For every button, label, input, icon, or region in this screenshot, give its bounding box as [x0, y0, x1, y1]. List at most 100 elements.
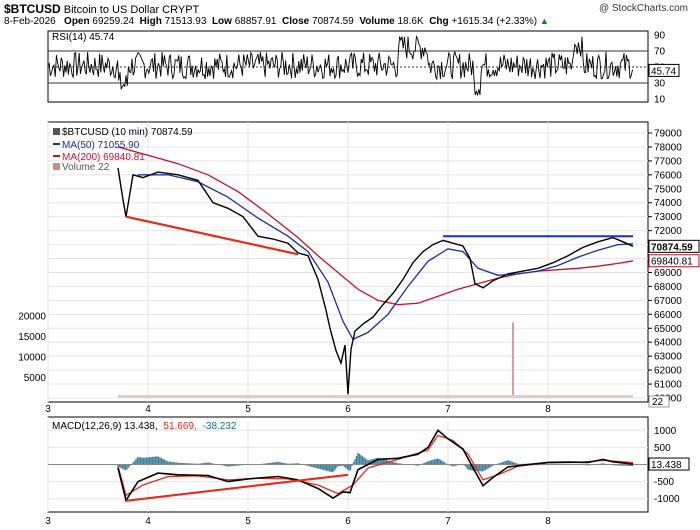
macd-histogram-bar: [279, 462, 281, 465]
support-trendline: [125, 215, 299, 256]
macd-histogram-bar: [442, 461, 445, 465]
price-tick-label: 69000: [654, 268, 682, 279]
macd-histogram-bar: [441, 460, 443, 465]
legend-price: $BTCUSD (10 min) 70874.59: [62, 127, 193, 138]
macd-histogram-bar: [148, 457, 151, 465]
macd-histogram-bar: [621, 464, 623, 466]
macd-histogram-bar: [327, 464, 329, 472]
high-value: 71513.93: [164, 16, 207, 27]
macd-histogram-bar: [235, 464, 238, 466]
macd-histogram-bar: [321, 464, 323, 470]
macd-histogram-bar: [625, 464, 628, 466]
macd-histogram-bar: [367, 460, 370, 465]
macd-histogram-bar: [175, 462, 178, 465]
close-value: 70874.59: [312, 16, 354, 27]
macd-histogram-bar: [120, 464, 122, 469]
x-tick-label: 4: [145, 404, 151, 415]
macd-histogram-bar: [351, 464, 353, 466]
macd-histogram-bar: [366, 459, 368, 465]
macd-histogram-bar: [376, 457, 379, 465]
macd-histogram-bar: [439, 459, 442, 465]
macd-histogram-bar: [384, 459, 386, 465]
macd-histogram-bar: [157, 456, 160, 465]
macd-histogram-bar: [336, 464, 338, 468]
macd-histogram-bar: [312, 464, 314, 468]
price-tick-label: 76000: [654, 170, 682, 181]
brand-logo[interactable]: @ StockCharts.com: [598, 3, 688, 14]
macd-histogram-bar: [267, 463, 269, 465]
macd-histogram-bar: [429, 460, 431, 465]
macd-histogram-bar: [630, 464, 632, 467]
rsi-tick-label: 70: [654, 47, 666, 58]
macd-histogram-bar: [181, 462, 184, 465]
macd-histogram-bar: [132, 462, 134, 465]
macd-histogram-bar: [322, 464, 325, 471]
macd-histogram-bar: [481, 464, 484, 472]
macd-histogram-bar: [363, 457, 365, 465]
macd-histogram-bar: [355, 455, 358, 465]
macd-histogram-bar: [444, 462, 446, 465]
macd-histogram-bar: [222, 464, 224, 466]
macd-histogram-bar: [451, 464, 454, 467]
macd-histogram-bar: [514, 462, 517, 465]
macd-histogram-bar: [178, 462, 181, 465]
x-tick-label: 7: [445, 404, 451, 415]
macd-histogram-bar: [208, 462, 211, 465]
macd-histogram-bar: [141, 457, 143, 465]
macd-histogram-bar: [147, 457, 149, 465]
macd-histogram-bar: [211, 463, 214, 465]
macd-histogram-bar: [316, 464, 319, 469]
macd-histogram-bar: [189, 463, 191, 465]
macd-histogram-bar: [126, 464, 128, 470]
macd-histogram-bar: [163, 459, 166, 465]
macd-histogram-bar: [319, 464, 322, 470]
macd-histogram-bar: [129, 464, 131, 467]
macd-histogram-bar: [174, 462, 176, 465]
macd-histogram-bar: [145, 457, 148, 465]
macd-histogram-bar: [501, 462, 503, 465]
header-line-2: 8-Feb-2026 Open 69259.24 High 71513.93 L…: [4, 16, 549, 27]
macd-histogram-bar: [168, 461, 170, 465]
macd-histogram-bar: [150, 457, 152, 465]
price-tick-label: 79000: [654, 129, 682, 140]
volume-label: Volume: [359, 16, 395, 27]
macd-histogram-bar: [138, 456, 140, 465]
chg-label: Chg: [429, 16, 449, 27]
macd-histogram-bar: [345, 464, 347, 469]
macd-histogram-bar: [315, 464, 317, 469]
macd-histogram-bar: [489, 464, 491, 468]
macd-histogram-bar: [310, 464, 313, 467]
macd-histogram-bar: [463, 464, 466, 466]
macd-histogram-bar: [369, 459, 371, 465]
macd-histogram-bar: [318, 464, 320, 469]
macd-histogram-bar: [165, 460, 167, 465]
volume-tick-label: 20000: [18, 312, 46, 323]
macd-x-tick-label: 4: [145, 516, 151, 527]
macd-x-tick-label: 3: [45, 516, 51, 527]
x-tick-label: 8: [545, 404, 551, 415]
macd-histogram-bar: [490, 464, 493, 467]
macd-x-tick-label: 6: [345, 516, 351, 527]
macd-title: MACD(12,26,9) 13.438, 51.669, -38.232: [52, 421, 237, 432]
macd-histogram-bar: [127, 464, 130, 468]
macd-histogram-bar: [423, 463, 425, 465]
macd-histogram-bar: [360, 455, 362, 465]
macd-histogram-bar: [433, 459, 436, 465]
macd-histogram-bar: [480, 464, 482, 472]
macd-histogram-bar: [513, 462, 515, 465]
macd-histogram-bar: [417, 464, 419, 466]
macd-histogram-bar: [378, 457, 380, 465]
macd-histogram-bar: [313, 464, 316, 468]
macd-histogram-bar: [121, 464, 124, 469]
macd-histogram-bar: [438, 458, 440, 465]
macd-histogram-bar: [265, 463, 268, 465]
open-label: Open: [64, 16, 90, 27]
macd-histogram-bar: [177, 462, 179, 465]
macd-histogram-bar: [297, 463, 299, 465]
macd-histogram-bar: [160, 458, 163, 465]
macd-histogram-bar: [631, 464, 634, 467]
x-tick-label: 5: [245, 404, 251, 415]
macd-histogram-bar: [465, 464, 467, 468]
macd-histogram-bar: [333, 464, 335, 472]
price-tick-label: 72000: [654, 226, 682, 237]
